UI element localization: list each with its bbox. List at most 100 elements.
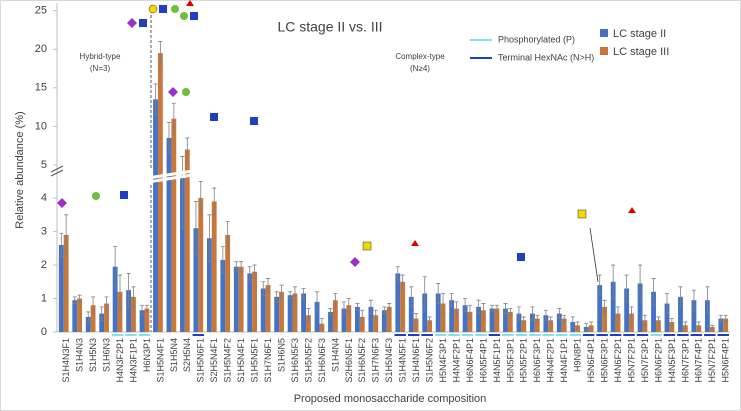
error-bar xyxy=(104,296,109,311)
bar xyxy=(723,318,729,332)
y-axis-label: Relative abundance (%) xyxy=(14,111,26,228)
bar xyxy=(637,283,643,332)
error-bar xyxy=(341,301,346,316)
bar xyxy=(655,320,661,332)
x-tick-label: S1H5N6F2 xyxy=(425,338,435,383)
error-bar xyxy=(441,293,446,314)
bar xyxy=(507,311,513,332)
error-bar xyxy=(333,293,338,308)
error-bar xyxy=(368,299,373,314)
x-tick-label: S1H5N5F1 xyxy=(250,338,260,383)
x-tick-label: H5N6F4P1 xyxy=(586,338,596,383)
x-tick-label: S1H7N6F3 xyxy=(371,338,381,383)
x-tick-label: H4N4F2P1 xyxy=(546,338,556,383)
x-tick-label: S1H5N5F2 xyxy=(303,338,313,383)
annotation: Complex-type xyxy=(395,52,445,61)
bar xyxy=(238,266,244,332)
error-bar xyxy=(454,301,459,316)
x-tick-label: S1H4N3 xyxy=(75,338,85,372)
bar xyxy=(112,266,118,332)
x-tick-label: H5N7F2P1 xyxy=(626,338,636,383)
error-bar xyxy=(651,278,656,306)
bar xyxy=(368,306,374,332)
bar xyxy=(449,300,455,332)
bar xyxy=(435,293,441,332)
bar xyxy=(341,308,347,332)
error-bar xyxy=(589,321,594,330)
error-bar xyxy=(234,261,239,273)
error-bar xyxy=(247,266,252,281)
bar xyxy=(556,313,562,332)
bar xyxy=(427,320,432,332)
bar xyxy=(543,315,549,332)
x-tick-label: S1H5N4F2 xyxy=(223,338,233,383)
error-bar xyxy=(131,286,136,308)
bar xyxy=(624,288,630,332)
error-bar xyxy=(665,293,670,314)
bar xyxy=(171,118,177,332)
bar xyxy=(58,244,64,332)
y-tick-label: 5 xyxy=(41,159,47,171)
bar xyxy=(413,318,419,332)
error-bar xyxy=(373,309,378,321)
error-bar xyxy=(292,286,297,301)
bar xyxy=(467,311,473,332)
error-bar xyxy=(669,318,674,326)
x-tick-label: S1H6N6F3 xyxy=(317,338,327,383)
bar xyxy=(355,306,360,332)
error-bar xyxy=(535,314,540,323)
error-bar xyxy=(548,316,553,325)
error-bar xyxy=(207,214,212,263)
error-bar xyxy=(597,274,602,296)
bar xyxy=(90,305,96,332)
bar xyxy=(225,234,231,332)
bar xyxy=(529,313,535,332)
x-tick-label: S1H4N6F1 xyxy=(411,338,421,383)
error-bar xyxy=(611,264,616,299)
error-bar xyxy=(427,316,432,325)
error-bar xyxy=(562,314,567,323)
bar xyxy=(462,305,468,332)
bar xyxy=(265,285,271,332)
bar xyxy=(63,234,69,332)
x-tick-label: H6N6F4P1 xyxy=(465,338,475,383)
x-tick-label: S2H5N4 xyxy=(182,338,192,372)
bar xyxy=(166,137,172,332)
bar xyxy=(77,298,83,332)
annotation: (N≥4) xyxy=(410,64,430,73)
bar xyxy=(386,306,392,332)
bar xyxy=(131,296,136,332)
error-bar xyxy=(117,274,122,309)
bar xyxy=(395,273,401,332)
x-tick-label: H5N6F4P1 xyxy=(721,338,731,383)
error-bar xyxy=(59,232,64,258)
bar xyxy=(489,308,495,332)
error-bar xyxy=(467,304,472,320)
annotation: (N=3) xyxy=(90,64,111,73)
error-bar xyxy=(723,314,728,323)
bar xyxy=(408,296,414,332)
error-bar xyxy=(678,286,683,308)
bar xyxy=(85,316,91,332)
x-tick-label: S1H6N5F2 xyxy=(357,338,367,383)
bar xyxy=(548,320,554,332)
x-tick-label: S1H6N5F3 xyxy=(290,338,300,383)
x-tick-label: H5N5F3P1 xyxy=(505,338,515,383)
error-bar xyxy=(521,316,526,325)
bar xyxy=(718,318,724,332)
x-tick-label: S1H5N4F3 xyxy=(384,338,394,383)
bar xyxy=(602,306,607,332)
error-bar xyxy=(171,102,176,135)
error-bar xyxy=(616,306,621,321)
x-tick-label: S1H4N5F1 xyxy=(398,338,408,383)
error-bar xyxy=(355,303,360,311)
error-bar xyxy=(144,304,149,313)
bar xyxy=(287,295,293,332)
bar xyxy=(328,311,333,332)
bar xyxy=(247,273,253,332)
x-tick-label: S1H5N4F1 xyxy=(155,338,165,383)
x-tick-label: S2H5N4F1 xyxy=(209,338,219,383)
bar xyxy=(615,313,621,332)
error-bar xyxy=(463,298,468,313)
